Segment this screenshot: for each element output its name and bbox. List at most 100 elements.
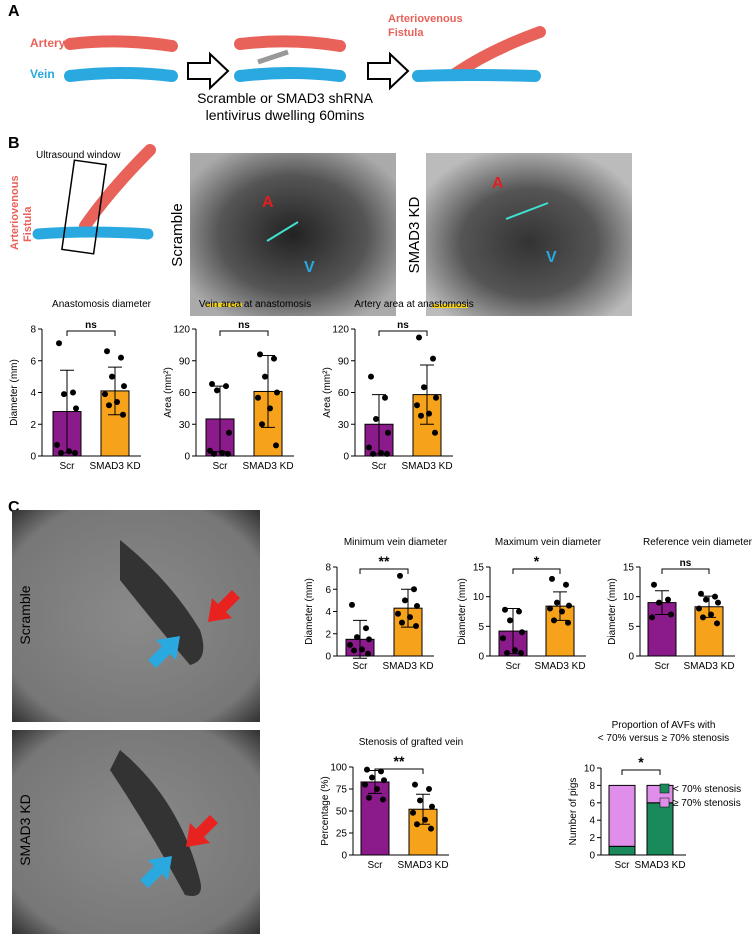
chart-title: Reference vein diameter xyxy=(643,537,753,548)
fistula-label: Fistula xyxy=(388,27,424,39)
vein xyxy=(64,67,178,82)
data-point xyxy=(421,384,427,391)
data-point xyxy=(547,605,553,612)
x-tick-label: SMAD3 KD xyxy=(634,860,685,871)
data-point xyxy=(413,622,419,629)
data-point xyxy=(428,825,434,832)
data-point xyxy=(368,373,374,380)
data-point xyxy=(56,340,62,347)
data-point xyxy=(426,410,432,417)
x-tick-label: Scr xyxy=(368,860,384,871)
data-point xyxy=(381,777,387,784)
y-tick-label: 120 xyxy=(173,325,190,336)
vein-label: Vein xyxy=(30,67,55,81)
data-point xyxy=(378,768,384,775)
data-point xyxy=(417,797,423,804)
data-point xyxy=(374,786,380,792)
x-tick-label: Scr xyxy=(60,461,76,472)
y-tick-label: 2 xyxy=(30,420,36,431)
data-point xyxy=(262,373,268,380)
y-axis-label: Diameter (mm) xyxy=(304,578,315,645)
data-point xyxy=(106,402,112,409)
data-point xyxy=(395,610,401,617)
data-point xyxy=(219,449,225,456)
data-point xyxy=(414,602,420,609)
data-point xyxy=(209,381,215,388)
data-point xyxy=(651,581,657,588)
data-point xyxy=(66,448,72,455)
data-point xyxy=(518,650,524,657)
vein-marker: V xyxy=(546,249,557,266)
y-tick-label: 0 xyxy=(589,851,595,862)
chart-title: Minimum vein diameter xyxy=(344,537,448,548)
arrow xyxy=(367,51,410,91)
image-label: Scramble xyxy=(169,203,186,266)
data-point xyxy=(378,449,384,456)
data-point xyxy=(257,351,263,358)
significance: ** xyxy=(379,553,390,569)
y-tick-label: 2 xyxy=(589,833,595,844)
y-tick-label: 0 xyxy=(628,652,634,663)
chart-title: Anastomosis diameter xyxy=(52,299,152,310)
image-label: SMAD3 KD xyxy=(17,794,33,866)
bar-segment xyxy=(646,802,674,856)
significance: ns xyxy=(85,320,97,331)
error-bar xyxy=(108,366,122,416)
bar-segment xyxy=(608,845,636,856)
x-tick-label: SMAD3 KD xyxy=(534,661,585,672)
y-tick-label: 50 xyxy=(336,807,348,818)
y-axis-label: Diameter (mm) xyxy=(607,578,618,645)
x-tick-label: Scr xyxy=(372,461,388,472)
artery xyxy=(234,35,346,52)
data-point xyxy=(411,586,417,593)
x-tick-label: Scr xyxy=(213,461,229,472)
y-tick-label: 5 xyxy=(628,622,634,633)
data-point xyxy=(369,774,375,781)
y-tick-label: 8 xyxy=(30,325,36,336)
data-point xyxy=(433,394,439,401)
data-point xyxy=(349,601,355,608)
y-tick-label: 15 xyxy=(473,563,485,574)
x-tick-label: Scr xyxy=(353,661,369,672)
arrow xyxy=(187,51,230,91)
data-point xyxy=(370,450,376,457)
caption: lentivirus dwelling 60mins xyxy=(206,107,365,123)
data-point xyxy=(416,334,422,341)
data-point xyxy=(549,575,555,582)
data-point xyxy=(385,429,391,436)
panel-label: B xyxy=(8,135,20,152)
y-tick-label: 30 xyxy=(338,420,350,431)
y-axis-label: Diameter (mm) xyxy=(457,578,468,645)
data-point xyxy=(665,596,671,603)
data-point xyxy=(668,611,674,618)
fistula-label: Arteriovenous xyxy=(388,13,463,25)
data-point xyxy=(362,781,368,788)
data-point xyxy=(54,441,60,448)
data-point xyxy=(507,617,513,624)
data-point xyxy=(384,450,390,457)
data-point xyxy=(504,650,510,657)
data-point xyxy=(211,450,217,457)
artery xyxy=(79,144,156,232)
data-point xyxy=(225,450,231,457)
chart-title: Artery area at anastomosis xyxy=(354,299,474,310)
y-tick-label: 15 xyxy=(623,563,635,574)
chart-title: Proportion of AVFs with xyxy=(612,720,716,731)
y-tick-label: 6 xyxy=(589,798,595,809)
caption: Scramble or SMAD3 shRNA xyxy=(197,90,373,106)
ultrasound-image xyxy=(426,153,632,316)
x-tick-label: Scr xyxy=(506,661,522,672)
y-tick-label: 10 xyxy=(473,592,485,603)
x-tick-label: Scr xyxy=(655,661,671,672)
x-tick-label: SMAD3 KD xyxy=(397,860,448,871)
y-tick-label: 75 xyxy=(336,785,348,796)
data-point xyxy=(563,581,569,588)
legend-swatch xyxy=(659,797,670,808)
x-tick-label: SMAD3 KD xyxy=(683,661,734,672)
significance: ** xyxy=(394,753,405,769)
vein xyxy=(234,67,346,82)
data-point xyxy=(118,354,124,361)
data-point xyxy=(114,399,120,406)
y-tick-label: 0 xyxy=(478,652,484,663)
arrow-blue xyxy=(140,856,172,888)
